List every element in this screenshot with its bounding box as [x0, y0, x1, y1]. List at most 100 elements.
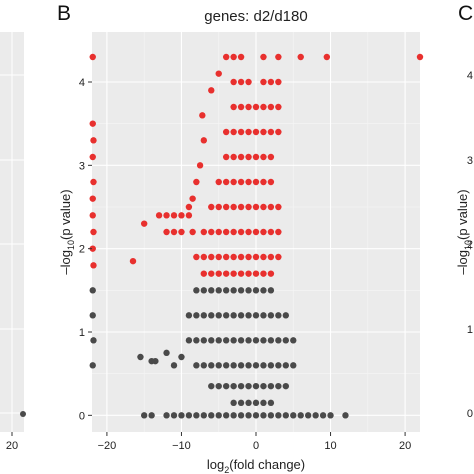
data-point	[208, 87, 215, 94]
data-point	[267, 178, 275, 186]
data-point	[282, 412, 290, 419]
data-point	[222, 178, 230, 186]
data-point	[185, 337, 193, 344]
data-point	[237, 78, 245, 86]
panel-c-y-tick-label: 0	[467, 408, 473, 420]
data-point	[199, 112, 206, 119]
data-point	[90, 262, 97, 269]
data-point	[252, 153, 260, 161]
data-point	[215, 382, 222, 390]
data-point	[155, 212, 163, 219]
data-point	[215, 362, 222, 369]
data-point	[222, 382, 230, 390]
data-point	[200, 337, 208, 344]
data-point	[89, 120, 96, 127]
data-point	[170, 212, 178, 219]
data-point	[185, 212, 193, 219]
data-point	[170, 362, 178, 369]
y-axis-title-pre: –log	[58, 250, 73, 275]
data-point	[260, 270, 267, 277]
data-point	[252, 312, 260, 319]
data-point	[208, 270, 215, 277]
panel-c-y-axis-title-subscript: 10	[463, 240, 473, 250]
panel-c-label: C	[458, 2, 473, 25]
data-point	[252, 103, 260, 111]
data-point	[90, 228, 97, 236]
data-point	[275, 337, 282, 344]
data-point	[237, 178, 245, 186]
data-point	[163, 412, 170, 419]
data-point	[267, 270, 275, 277]
data-point	[327, 412, 334, 419]
data-point	[237, 253, 245, 261]
data-point	[267, 399, 275, 407]
data-point	[222, 128, 230, 136]
data-point	[89, 362, 96, 369]
data-point	[260, 78, 267, 86]
data-point	[260, 153, 267, 161]
data-point	[237, 412, 245, 419]
data-point	[222, 203, 230, 211]
data-point	[193, 412, 200, 419]
data-point	[215, 312, 222, 319]
data-point	[237, 153, 245, 161]
data-point	[245, 270, 252, 277]
data-point	[275, 103, 282, 111]
data-point	[267, 228, 275, 236]
data-point	[245, 153, 252, 161]
data-point	[260, 312, 267, 319]
data-point	[260, 253, 267, 261]
data-point	[208, 287, 215, 294]
x-axis-title-base: log	[207, 457, 224, 472]
x-tick-label: −10	[172, 440, 191, 452]
data-point	[89, 287, 96, 294]
data-point	[178, 412, 185, 419]
data-point	[178, 212, 185, 219]
data-point	[245, 203, 252, 211]
data-point	[215, 287, 222, 294]
data-point	[245, 312, 252, 319]
panel-c-y-tick-label: 1	[467, 324, 473, 336]
data-point	[230, 312, 237, 319]
data-point	[275, 53, 282, 61]
y-axis-title: –log10(p value)	[58, 189, 76, 274]
data-point	[170, 228, 178, 236]
data-point	[215, 412, 222, 419]
data-point	[275, 382, 282, 390]
data-point	[222, 153, 230, 161]
data-point	[252, 203, 260, 211]
x-axis-title: log2(fold change)	[207, 457, 305, 474]
data-point	[275, 362, 282, 369]
data-point	[215, 70, 222, 77]
data-point	[230, 78, 237, 86]
data-point	[237, 382, 245, 390]
data-point	[237, 287, 245, 294]
data-point	[260, 103, 267, 111]
data-point	[215, 228, 222, 236]
data-point	[222, 228, 230, 236]
data-point	[200, 362, 208, 369]
data-point	[237, 128, 245, 136]
data-point	[260, 287, 267, 294]
data-point	[245, 253, 252, 261]
data-point	[237, 228, 245, 236]
data-point	[267, 362, 275, 369]
data-point	[267, 312, 275, 319]
data-point	[230, 253, 237, 261]
data-point	[208, 253, 215, 261]
panel-c: C –log10(p value) 4 3 2 1 0	[455, 2, 473, 420]
data-point	[230, 203, 237, 211]
data-point	[312, 412, 319, 419]
data-point	[252, 362, 260, 369]
data-point	[237, 362, 245, 369]
data-point	[208, 362, 215, 369]
x-tick-label: 20	[399, 440, 411, 452]
panel-a-point	[20, 411, 26, 417]
data-point	[89, 212, 96, 219]
data-point	[260, 362, 267, 369]
data-point	[193, 287, 200, 294]
data-point	[245, 337, 252, 344]
data-point	[260, 412, 267, 419]
data-point	[252, 270, 260, 277]
data-point	[275, 228, 282, 236]
